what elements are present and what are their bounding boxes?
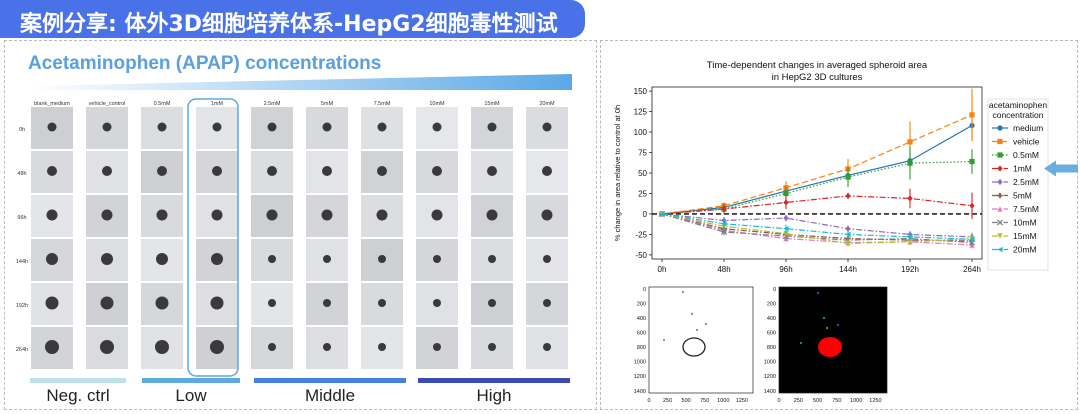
- group-label-high: High: [476, 386, 512, 405]
- chart-panel: [600, 40, 1078, 410]
- group-label-low: Low: [175, 386, 207, 405]
- concentration-title: Acetaminophen (APAP) concentrations: [28, 53, 382, 74]
- banner-title: 案例分享: 体外3D细胞培养体系-HepG2细胞毒性测试: [20, 12, 558, 37]
- group-label-neg-ctrl: Neg. ctrl: [46, 386, 110, 405]
- spheroid-image-panel: [4, 40, 597, 410]
- header-banner: 案例分享: 体外3D细胞培养体系-HepG2细胞毒性测试: [0, 0, 585, 38]
- group-label-middle: Middle: [304, 386, 356, 405]
